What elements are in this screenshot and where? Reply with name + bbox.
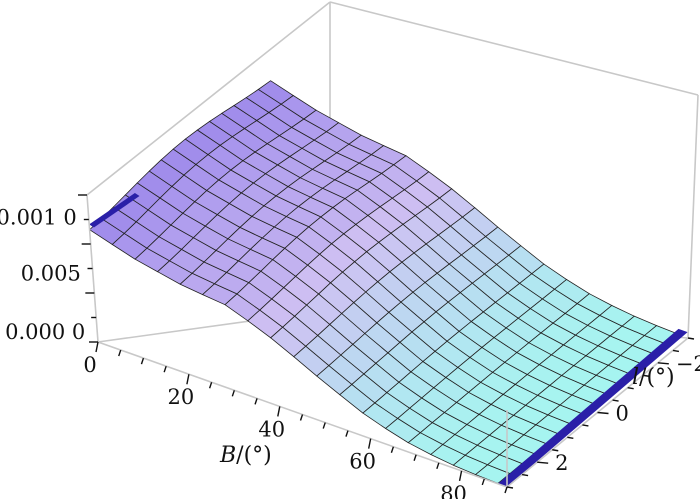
y-tick-minor — [567, 436, 574, 440]
y-tick-label: 0 — [616, 402, 629, 426]
y-axis-unit: /(°) — [639, 365, 675, 390]
y-tick-minor — [506, 486, 514, 489]
box-edge — [687, 94, 699, 339]
x-tick-minor — [413, 454, 417, 461]
y-tick-minor — [521, 473, 529, 477]
box-edge — [329, 1, 699, 96]
x-tick-major — [277, 406, 281, 417]
x-tick-label: 80 — [440, 482, 467, 499]
x-tick-minor — [163, 365, 167, 373]
x-tick-minor — [299, 414, 304, 421]
y-tick-minor — [672, 349, 680, 353]
y-tick-minor — [627, 386, 634, 390]
x-tick-minor — [481, 478, 485, 486]
y-tick-minor — [552, 449, 559, 452]
x-tick-label: 0 — [83, 353, 96, 377]
y-tick-minor — [582, 424, 589, 427]
y-tick-minor — [642, 374, 649, 377]
x-tick-minor — [231, 390, 235, 397]
x-tick-minor — [208, 382, 213, 389]
surface-corner-band — [89, 193, 140, 228]
x-axis-var: B — [219, 443, 236, 468]
x-tick-minor — [322, 422, 326, 429]
x-tick-minor — [118, 349, 122, 357]
z-tick-label: 0.000 0 — [5, 320, 85, 344]
x-tick-minor — [390, 446, 395, 453]
box-edge — [86, 1, 331, 196]
y-axis-var: l — [632, 365, 639, 390]
x-tick-label: 40 — [258, 417, 285, 441]
surface-edge-band — [497, 328, 688, 487]
x-tick-minor — [140, 357, 145, 365]
z-tick-label: 0.005 — [21, 261, 81, 285]
x-tick-label: 20 — [168, 385, 195, 409]
y-tick-major — [537, 461, 549, 464]
x-tick-minor — [436, 462, 440, 470]
x-tick-label: 60 — [349, 450, 376, 474]
x-tick-major — [458, 470, 463, 482]
x-tick-minor — [504, 486, 508, 494]
x-tick-minor — [254, 398, 258, 405]
x-tick-major — [186, 374, 190, 385]
y-tick-label: −2 — [676, 352, 700, 376]
y-tick-minor — [687, 337, 695, 340]
x-tick-minor — [345, 430, 349, 437]
y-tick-major — [597, 411, 609, 415]
x-tick-major — [367, 438, 372, 449]
x-tick-major — [95, 341, 99, 353]
surface-mesh — [88, 80, 688, 487]
x-axis-title: B/(°) — [219, 443, 272, 468]
y-tick-label: 2 — [555, 451, 568, 475]
y-tick-minor — [612, 399, 619, 402]
x-axis-unit: /(°) — [236, 443, 272, 468]
y-tick-major — [657, 362, 669, 365]
y-axis-title: l/(°) — [632, 365, 675, 390]
z-tick-label: 0.001 0 — [0, 206, 77, 230]
